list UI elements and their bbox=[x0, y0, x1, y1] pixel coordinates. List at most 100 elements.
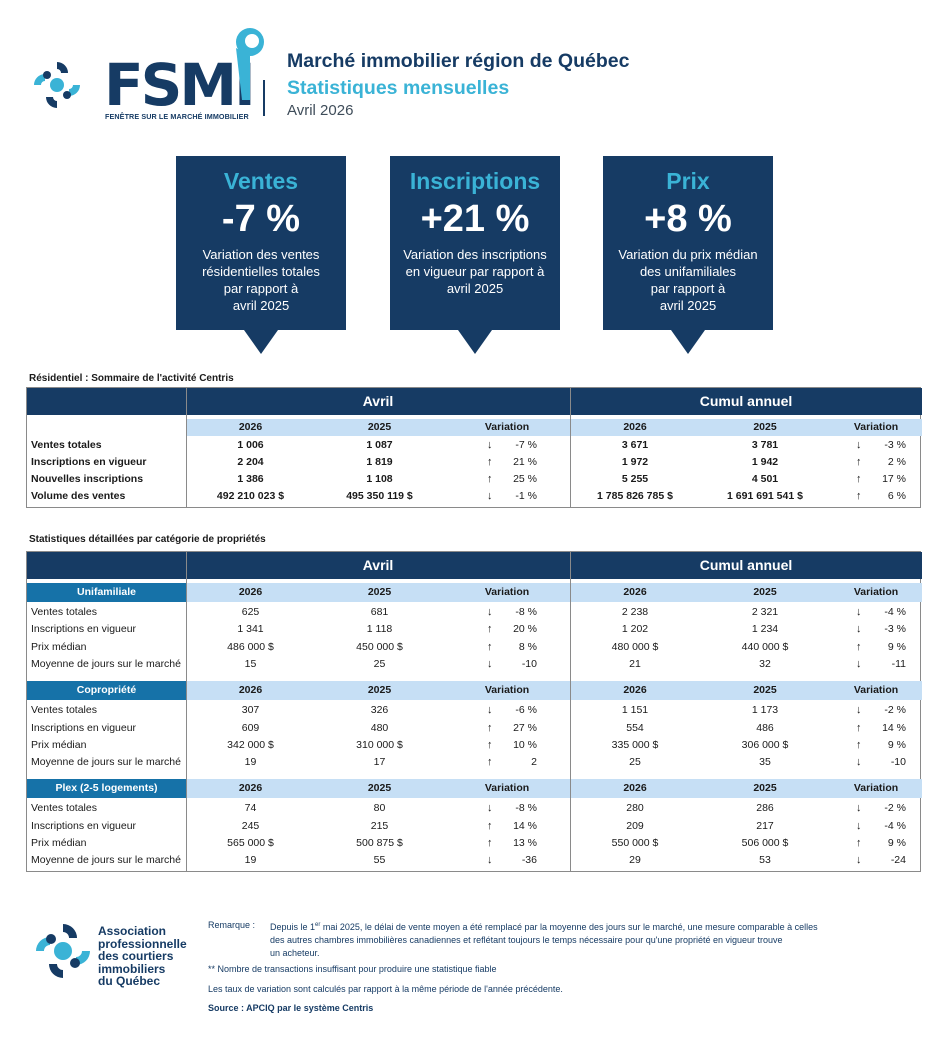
value-month-2025: 55 bbox=[373, 854, 386, 867]
value-ytd-2025: 35 bbox=[759, 756, 771, 769]
variation-cell: ↓ -24 bbox=[830, 852, 922, 869]
apciq-name-line: des courtiers bbox=[98, 949, 174, 963]
table-row: Moyenne de jours sur le marché 19 55 ↓ -36 29… bbox=[27, 852, 920, 869]
column-header: 2026 bbox=[623, 782, 647, 795]
arrow-up-icon: ↑ bbox=[856, 640, 862, 653]
kpi-description-line: avril 2025 bbox=[232, 298, 290, 313]
variation-cell: ↓ -4 % bbox=[830, 818, 922, 835]
value-month-2026: 342 000 $ bbox=[227, 738, 274, 751]
value-month-2025: 1 819 bbox=[366, 456, 393, 468]
variation-cell: ↓ -2 % bbox=[830, 800, 922, 817]
table-row: Moyenne de jours sur le marché 15 25 ↓ -10 21… bbox=[27, 656, 920, 673]
variation-value: 20 % bbox=[513, 623, 537, 636]
ytd-header bbox=[571, 388, 922, 415]
value-ytd-2026: 3 671 bbox=[621, 439, 649, 451]
column-header: 2025 bbox=[753, 421, 777, 433]
row-label: Moyenne de jours sur le marché bbox=[31, 657, 181, 670]
row-label: Ventes totales bbox=[31, 439, 102, 451]
kpi-card: Inscriptions +21 % Variation des inscripti… bbox=[390, 156, 560, 330]
value-month-2026: 565 000 $ bbox=[227, 837, 274, 849]
variation-cell: ↑ 9 % bbox=[830, 639, 922, 656]
kpi-pointer-icon bbox=[671, 330, 705, 354]
row-label: Ventes totales bbox=[31, 606, 97, 618]
arrow-down-icon: ↓ bbox=[487, 704, 493, 717]
year-header-row: 2026 2025 Variation 2026 2025 Variation bbox=[27, 583, 920, 602]
value-ytd-2026: 5 255 bbox=[621, 473, 649, 485]
variation-cell: ↑ 13 % bbox=[444, 835, 570, 852]
value-ytd-2025: 506 000 $ bbox=[741, 837, 789, 849]
table-row: Prix médian 486 000 $ 450 000 $ ↑ 8 % 480 000… bbox=[27, 639, 920, 656]
kpi-value: -7 % bbox=[221, 198, 301, 240]
value-month-2026: 307 bbox=[241, 704, 260, 717]
value-ytd-2026: 550 000 $ bbox=[611, 837, 659, 849]
variation-value: 9 % bbox=[887, 837, 906, 849]
arrow-up-icon: ↑ bbox=[856, 456, 862, 468]
year-header-bar bbox=[571, 419, 922, 436]
variation-cell: ↓ -8 % bbox=[444, 604, 570, 621]
value-ytd-2025: 32 bbox=[759, 657, 771, 670]
variation-cell: ↓ -1 % bbox=[444, 488, 570, 505]
kpi-description-line: par rapport à bbox=[223, 281, 299, 296]
column-header: Variation bbox=[484, 684, 530, 697]
value-month-2026: 74 bbox=[244, 802, 257, 815]
arrow-down-icon: ↓ bbox=[856, 704, 862, 717]
table-row: Inscriptions en vigueur 245 215 ↑ 14 % 209 217… bbox=[27, 818, 920, 835]
variation-cell: ↑ 6 % bbox=[830, 488, 922, 505]
arrow-up-icon: ↑ bbox=[856, 738, 862, 751]
arrow-up-icon: ↑ bbox=[487, 623, 493, 636]
value-ytd-2025: 286 bbox=[756, 802, 774, 815]
arrow-down-icon: ↓ bbox=[487, 802, 493, 815]
remark-line: des autres chambres immobilières canadie… bbox=[270, 935, 783, 945]
kpi-description-line: par rapport à bbox=[650, 281, 726, 296]
kpi-pointer-icon bbox=[458, 330, 492, 354]
row-label: Prix médian bbox=[31, 738, 87, 751]
table-row: Inscriptions en vigueur 1 341 1 118 ↑ 20 % 1 … bbox=[27, 621, 920, 638]
variation-value: -36 bbox=[521, 854, 537, 867]
value-month-2025: 310 000 $ bbox=[356, 738, 403, 751]
ytd-title: Cumul annuel bbox=[699, 557, 793, 573]
column-header: 2025 bbox=[753, 782, 777, 795]
value-month-2025: 495 350 119 $ bbox=[346, 490, 413, 502]
summary-table: Avril Cumul annuel 2026 2025 Variation 2026 20… bbox=[26, 387, 922, 508]
note-insufficient: ** Nombre de transactions insuffisant po… bbox=[208, 964, 497, 974]
variation-cell: ↑ 2 bbox=[444, 754, 570, 771]
variation-value: -2 % bbox=[884, 704, 906, 717]
value-month-2026: 1 386 bbox=[237, 473, 264, 485]
column-header: 2025 bbox=[367, 684, 392, 697]
source-note: Source : APCIQ par le système Centris bbox=[208, 1003, 374, 1013]
arrow-up-icon: ↑ bbox=[487, 456, 493, 468]
variation-value: -24 bbox=[890, 854, 906, 867]
value-month-2025: 326 bbox=[370, 704, 389, 717]
kpi-pointer-icon bbox=[244, 330, 278, 354]
apciq-logo-icon bbox=[36, 924, 90, 978]
value-month-2026: 2 204 bbox=[237, 456, 264, 468]
value-month-2025: 215 bbox=[370, 819, 389, 832]
value-month-2025: 25 bbox=[373, 657, 386, 670]
value-ytd-2026: 29 bbox=[629, 854, 641, 867]
arrow-down-icon: ↓ bbox=[487, 854, 493, 867]
ytd-title: Cumul annuel bbox=[699, 393, 793, 409]
variation-cell: ↓ -6 % bbox=[444, 702, 570, 719]
column-header: Variation bbox=[853, 586, 899, 598]
variation-cell: ↓ -3 % bbox=[830, 437, 922, 454]
variation-cell: ↓ -3 % bbox=[830, 621, 922, 638]
page-subtitle: Statistiques mensuelles bbox=[287, 77, 510, 99]
kpi-value: +21 % bbox=[420, 198, 530, 240]
row-label: Nouvelles inscriptions bbox=[31, 473, 144, 485]
arrow-up-icon: ↑ bbox=[856, 490, 862, 502]
detail-table: Avril Cumul annuel Unifamiliale 2026 2025 Var… bbox=[26, 551, 922, 872]
column-header: Variation bbox=[484, 782, 530, 795]
variation-value: -7 % bbox=[515, 439, 537, 451]
variation-cell: ↓ -7 % bbox=[444, 437, 570, 454]
remark-line: un acheteur. bbox=[270, 948, 320, 958]
header-divider bbox=[263, 80, 265, 116]
variation-value: 14 % bbox=[513, 819, 537, 832]
apciq-name-line: Association bbox=[98, 924, 167, 938]
variation-cell: ↓ -8 % bbox=[444, 800, 570, 817]
value-month-2025: 80 bbox=[373, 802, 386, 815]
value-ytd-2025: 486 bbox=[756, 721, 774, 734]
variation-cell: ↓ -10 bbox=[444, 656, 570, 673]
value-ytd-2026: 335 000 $ bbox=[611, 738, 659, 751]
value-ytd-2025: 440 000 $ bbox=[741, 640, 789, 653]
report-period: Avril 2026 bbox=[287, 102, 354, 119]
